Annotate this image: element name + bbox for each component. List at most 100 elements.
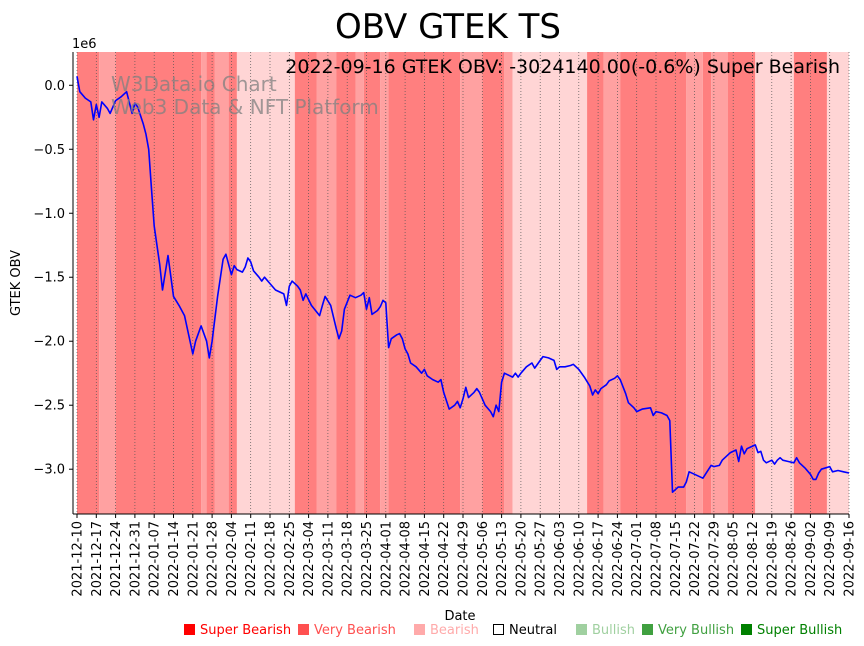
band-very-bearish xyxy=(711,52,728,514)
x-tick-label: 2022-08-26 xyxy=(785,521,800,597)
x-axis-label: Date xyxy=(444,609,475,624)
band-super-bearish xyxy=(294,52,317,514)
sentiment-bands xyxy=(77,52,849,514)
legend-label: Neutral xyxy=(509,623,557,638)
line-layer xyxy=(76,76,850,493)
x-tick-label: 2021-12-31 xyxy=(128,521,143,597)
x-tick-label: 2022-05-20 xyxy=(514,521,529,597)
band-very-bearish xyxy=(316,52,337,514)
band-bearish xyxy=(755,52,794,514)
band-super-bearish xyxy=(587,52,604,514)
band-super-bearish xyxy=(77,52,100,514)
x-tick-label: 2021-12-24 xyxy=(109,521,124,597)
x-tick-label: 2022-03-04 xyxy=(302,521,317,597)
legend-label: Very Bearish xyxy=(314,623,396,638)
y-tick-label: −2.0 xyxy=(33,335,65,350)
band-bearish xyxy=(236,52,295,514)
band-super-bearish xyxy=(336,52,356,514)
band-super-bearish xyxy=(620,52,687,514)
x-tick-label: 2022-09-16 xyxy=(843,521,858,597)
x-tick-label: 2022-06-10 xyxy=(572,521,587,597)
band-very-bearish xyxy=(380,52,389,514)
legend-label: Super Bearish xyxy=(200,623,291,638)
legend-swatch xyxy=(741,624,752,635)
x-tick-label: 2022-08-12 xyxy=(746,521,761,597)
x-tick-label: 2022-02-04 xyxy=(225,521,240,597)
band-super-bearish xyxy=(228,52,237,514)
x-tick-label: 2022-01-28 xyxy=(206,521,221,597)
y-tick-label: −1.0 xyxy=(33,207,65,222)
legend-swatch xyxy=(298,624,309,635)
legend-label: Very Bullish xyxy=(658,623,734,638)
x-tick-label: 2022-05-13 xyxy=(495,521,510,597)
x-tick-label: 2022-09-09 xyxy=(823,521,838,597)
y-tick-label: −0.5 xyxy=(33,143,65,158)
band-super-bearish xyxy=(727,52,756,514)
legend-swatch xyxy=(576,624,587,635)
x-tick-label: 2022-08-05 xyxy=(727,521,742,597)
axes xyxy=(72,52,849,515)
x-tick-label: 2022-08-19 xyxy=(765,521,780,597)
band-very-bearish xyxy=(99,52,116,514)
y-axis-label: GTEK OBV xyxy=(9,250,24,316)
x-tick-label: 2022-02-18 xyxy=(264,521,279,597)
x-tick-label: 2022-07-08 xyxy=(650,521,665,597)
x-tick-label: 2021-12-10 xyxy=(71,521,86,597)
x-tick-label: 2022-07-22 xyxy=(688,521,703,597)
x-tick-label: 2022-04-15 xyxy=(418,521,433,597)
x-tick-label: 2022-06-24 xyxy=(611,521,626,597)
legend: Super Bearish Very Bearish Bearish Neutral B… xyxy=(184,623,842,638)
y-tick-label: −3.0 xyxy=(33,463,65,478)
band-very-bearish xyxy=(603,52,621,514)
x-tick-label: 2022-04-22 xyxy=(437,521,452,597)
y-tick-label: −1.5 xyxy=(33,271,65,286)
x-tick-label: 2022-06-17 xyxy=(592,521,607,597)
band-super-bearish xyxy=(115,52,202,514)
legend-swatch xyxy=(493,624,504,635)
y-ticks: 0.0 −0.5 −1.0 −1.5 −2.0 −2.5 −3.0 xyxy=(33,79,73,478)
chart-title: OBV GTEK TS xyxy=(335,7,561,47)
legend-swatch xyxy=(184,624,195,635)
x-tick-label: 2022-03-25 xyxy=(360,521,375,597)
band-super-bearish xyxy=(482,52,505,514)
x-tick-label: 2022-01-21 xyxy=(186,521,201,597)
x-tick-label: 2022-05-27 xyxy=(534,521,549,597)
x-tick-label: 2021-12-17 xyxy=(90,521,105,597)
y-tick-label: 0.0 xyxy=(44,79,65,94)
band-very-bearish xyxy=(355,52,364,514)
x-tick-label: 2022-02-11 xyxy=(244,521,259,597)
band-bearish xyxy=(826,52,849,514)
band-very-bearish xyxy=(460,52,483,514)
band-bearish xyxy=(512,52,588,514)
legend-swatch xyxy=(642,624,653,635)
band-super-bearish xyxy=(363,52,381,514)
legend-label: Bearish xyxy=(430,623,479,638)
x-tick-label: 2022-05-06 xyxy=(476,521,491,597)
x-tick-label: 2022-01-14 xyxy=(167,521,182,597)
x-tick-label: 2022-04-01 xyxy=(379,521,394,597)
obv-line xyxy=(76,76,850,493)
x-ticks: 2021-12-10 2021-12-17 2021-12-24 2021-12-31… xyxy=(71,514,858,597)
x-tick-label: 2022-09-02 xyxy=(804,521,819,597)
band-very-bearish xyxy=(201,52,207,514)
x-tick-label: 2022-03-18 xyxy=(341,521,356,597)
x-tick-label: 2022-04-29 xyxy=(457,521,472,597)
x-tick-label: 2022-07-29 xyxy=(707,521,722,597)
legend-label: Super Bullish xyxy=(757,623,842,638)
y-scale-note: 1e6 xyxy=(72,37,97,52)
legend-swatch xyxy=(414,624,425,635)
vertical-gridlines xyxy=(76,52,850,514)
x-tick-label: 2022-07-01 xyxy=(630,521,645,597)
band-super-bearish xyxy=(702,52,712,514)
band-very-bearish xyxy=(214,52,229,514)
y-tick-label: −2.5 xyxy=(33,399,65,414)
x-tick-label: 2022-03-11 xyxy=(321,521,336,597)
watermark-line-1: W3Data.io Chart xyxy=(111,72,277,96)
x-tick-label: 2022-04-08 xyxy=(399,521,414,597)
band-super-bearish xyxy=(206,52,215,514)
watermark-line-2: Web3 Data & NFT Platform xyxy=(111,95,379,119)
x-tick-label: 2022-02-25 xyxy=(283,521,298,597)
legend-label: Bullish xyxy=(592,623,635,638)
x-tick-label: 2022-07-15 xyxy=(669,521,684,597)
